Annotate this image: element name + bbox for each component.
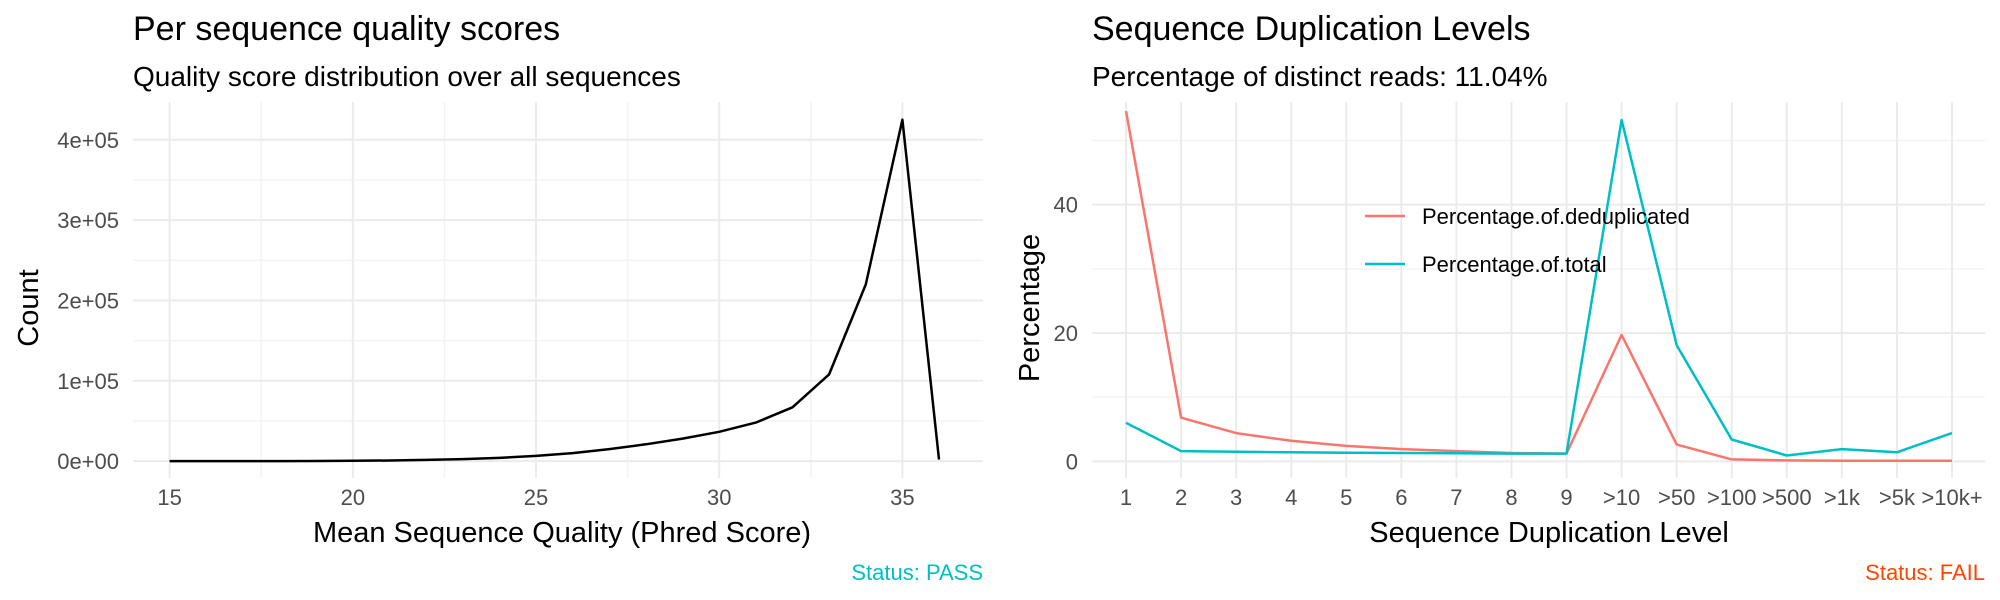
series-line-1 <box>1125 118 1953 457</box>
left-x-tick-label: 30 <box>707 485 731 510</box>
right-x-tick-label: 7 <box>1450 485 1462 510</box>
legend-label-1: Percentage.of.total <box>1422 252 1607 277</box>
duplication-levels-chart: Sequence Duplication Levels Percentage o… <box>1014 10 1985 585</box>
left-grid <box>133 102 983 478</box>
right-y-tick-label: 40 <box>1054 193 1078 218</box>
right-x-tick-label: 9 <box>1560 485 1572 510</box>
right-x-tick-label: 4 <box>1285 485 1297 510</box>
left-x-tick-label: 15 <box>157 485 181 510</box>
legend-label-0: Percentage.of.deduplicated <box>1422 204 1690 229</box>
left-x-tick-labels: 15 20 25 30 35 <box>157 485 914 510</box>
right-y-axis-label: Percentage <box>1014 234 1046 382</box>
series-line-0 <box>1124 110 1952 463</box>
right-x-tick-label: >50 <box>1658 485 1695 510</box>
left-y-tick-label: 3e+05 <box>57 208 119 233</box>
left-y-tick-label: 2e+05 <box>57 288 119 313</box>
right-x-tick-label: >10k+ <box>1921 485 1982 510</box>
left-chart-title: Per sequence quality scores <box>133 10 560 48</box>
left-y-tick-label: 4e+05 <box>57 128 119 153</box>
left-x-tick-label: 35 <box>890 485 914 510</box>
right-series <box>1124 110 1953 463</box>
right-x-tick-label: 8 <box>1505 485 1517 510</box>
right-chart-title: Sequence Duplication Levels <box>1092 10 1531 48</box>
quality-score-chart: Per sequence quality scores Quality scor… <box>13 10 983 585</box>
left-x-axis-label: Mean Sequence Quality (Phred Score) <box>313 517 811 549</box>
right-x-tick-label: 2 <box>1175 485 1187 510</box>
left-series <box>169 118 941 463</box>
left-x-tick-label: 25 <box>524 485 548 510</box>
right-y-tick-labels: 0 20 40 <box>1054 193 1078 475</box>
left-y-tick-label: 0e+00 <box>57 449 119 474</box>
left-y-tick-labels: 0e+00 1e+05 2e+05 3e+05 4e+05 <box>57 128 119 474</box>
right-x-tick-label: 5 <box>1340 485 1352 510</box>
right-x-tick-label: >500 <box>1762 485 1812 510</box>
right-legend: Percentage.of.deduplicated Percentage.of.… <box>1365 204 1690 277</box>
right-y-tick-label: 20 <box>1054 321 1078 346</box>
right-x-tick-labels: 1 2 3 4 5 6 7 8 9 >10 >50 >100 >500 >1k >5k >10k+ <box>1120 485 1983 510</box>
right-x-tick-label: 6 <box>1395 485 1407 510</box>
right-x-tick-label: >1k <box>1824 485 1861 510</box>
left-x-tick-label: 20 <box>341 485 365 510</box>
left-chart-subtitle: Quality score distribution over all sequ… <box>133 61 681 92</box>
right-x-tick-label: >100 <box>1707 485 1757 510</box>
right-x-tick-label: >10 <box>1603 485 1640 510</box>
right-x-tick-label: >5k <box>1879 485 1916 510</box>
left-status-text: Status: PASS <box>851 560 983 585</box>
right-x-tick-label: 1 <box>1120 485 1132 510</box>
right-x-tick-label: 3 <box>1230 485 1242 510</box>
left-y-axis-label: Count <box>13 269 45 346</box>
right-chart-subtitle: Percentage of distinct reads: 11.04% <box>1092 61 1548 92</box>
right-grid <box>1092 102 1985 478</box>
right-y-tick-label: 0 <box>1066 449 1078 474</box>
right-status-text: Status: FAIL <box>1865 560 1985 585</box>
right-x-axis-label: Sequence Duplication Level <box>1369 517 1729 549</box>
left-y-tick-label: 1e+05 <box>57 369 119 394</box>
quality-count-line <box>169 118 941 463</box>
